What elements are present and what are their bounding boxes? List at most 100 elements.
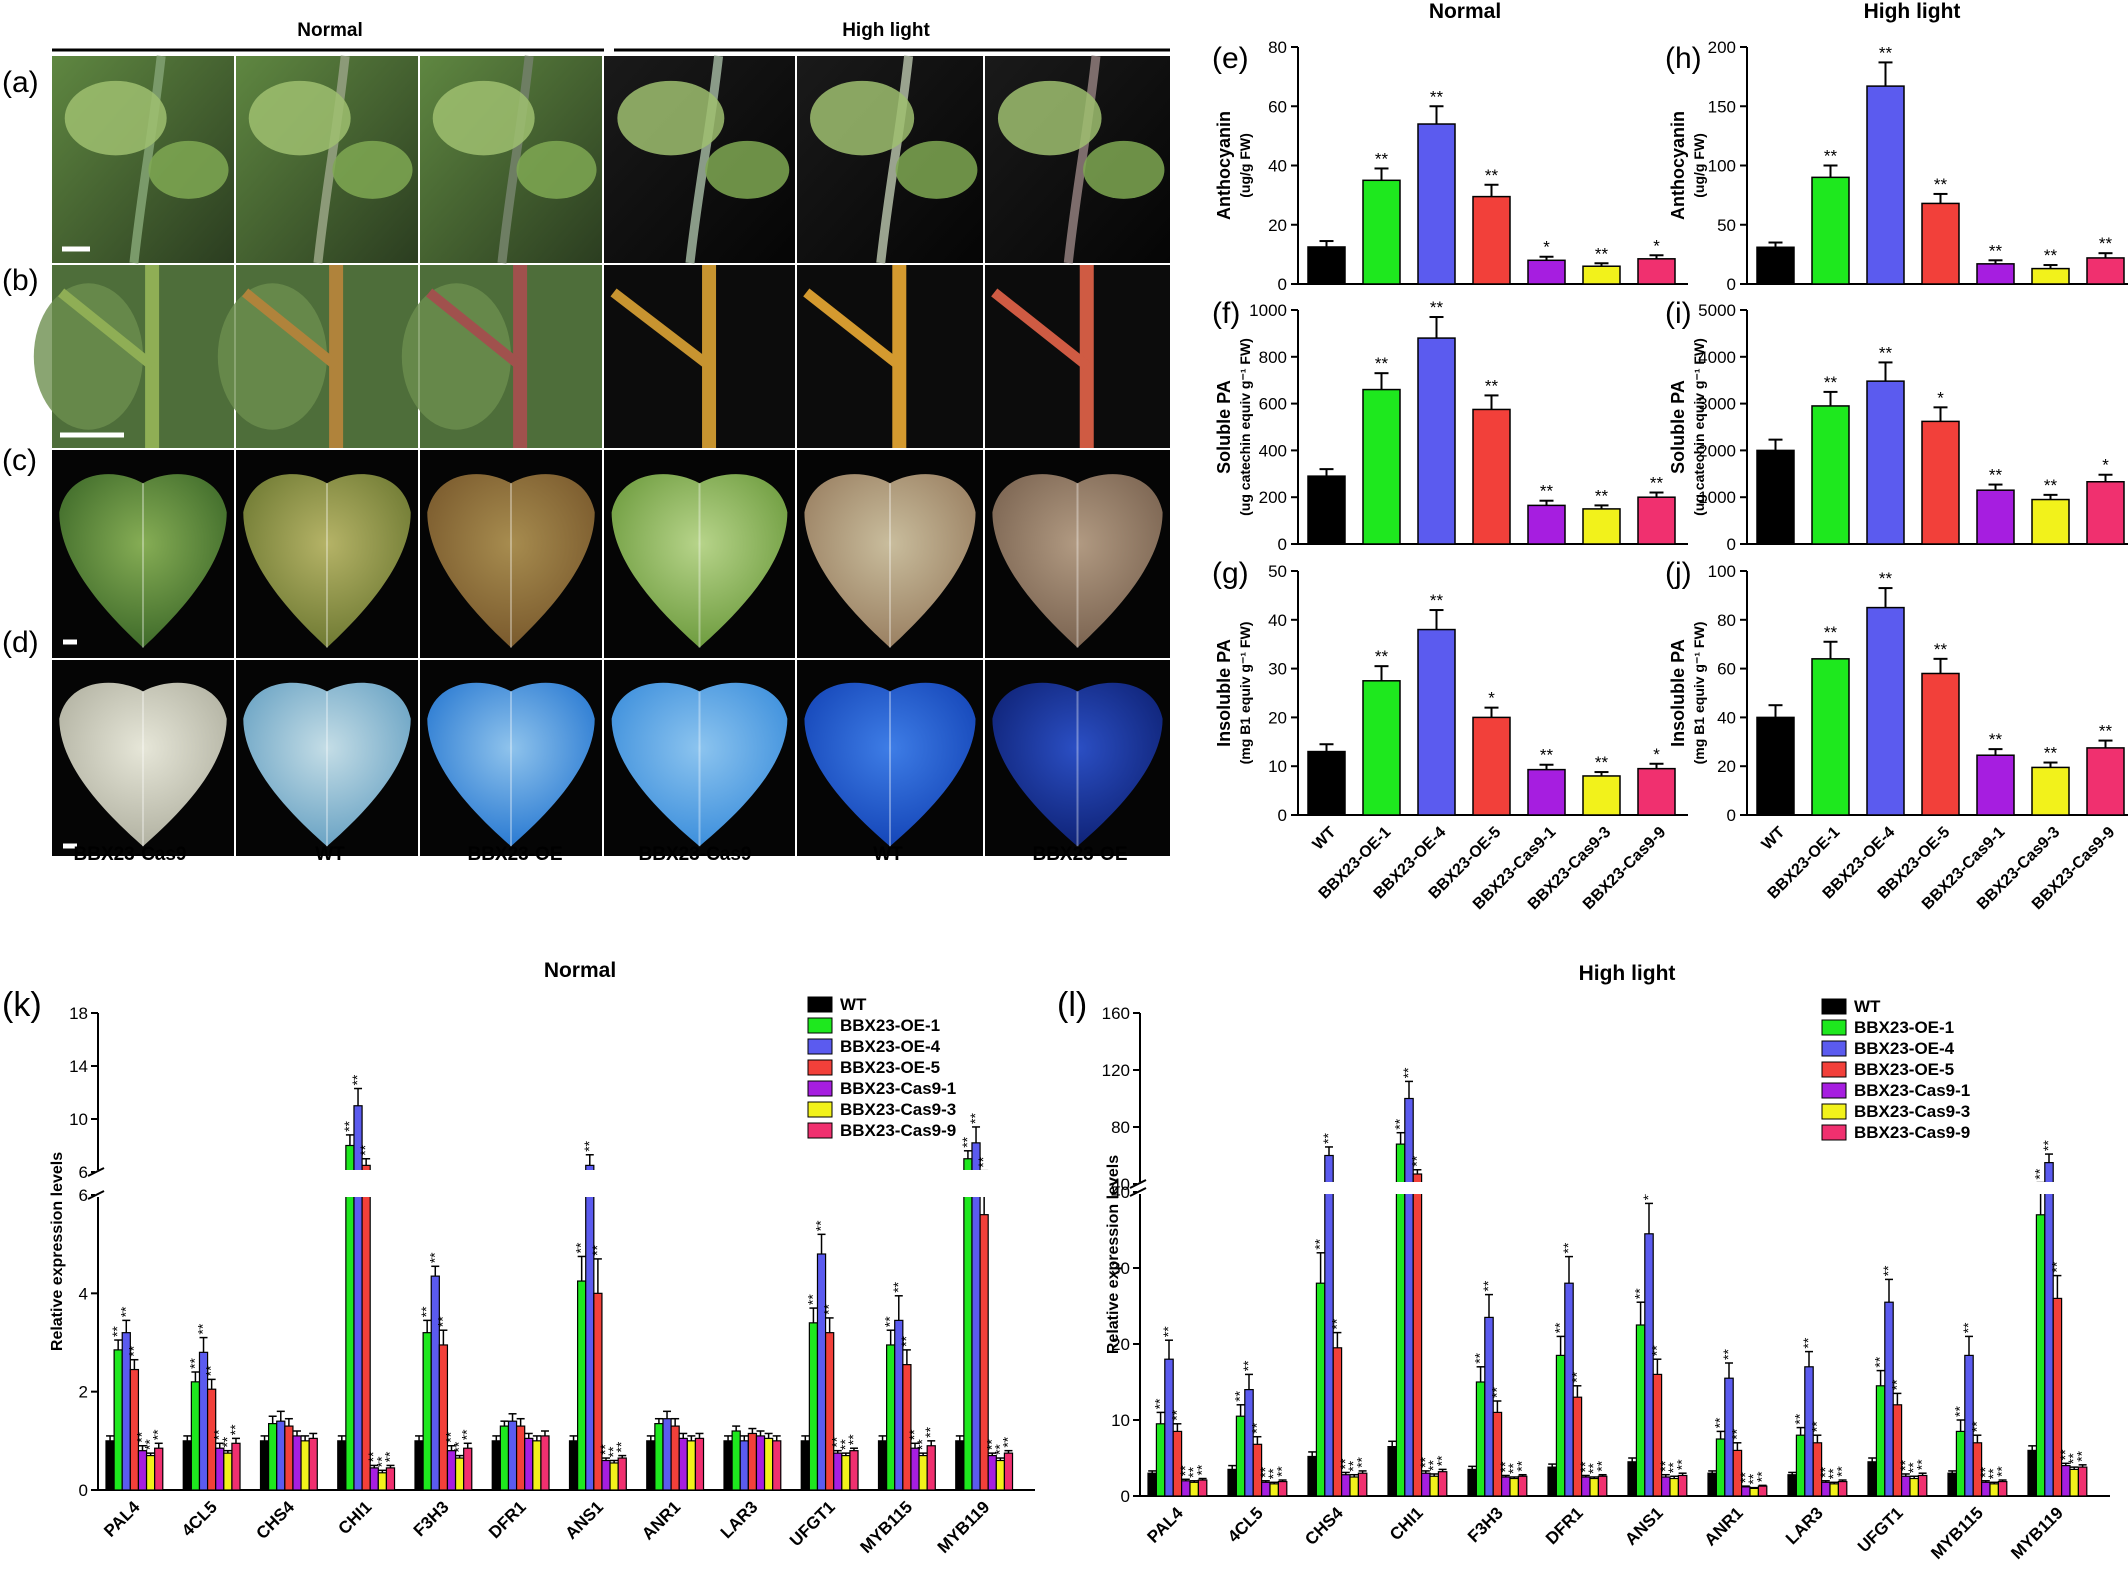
significance-label: ** <box>1650 474 1664 493</box>
bar <box>1884 1301 1894 1497</box>
bar <box>816 1253 827 1491</box>
significance-label: ** <box>2032 1168 2048 1179</box>
bar <box>1909 1477 1919 1497</box>
axis-break <box>1137 1182 2117 1194</box>
axis-break-mark <box>87 1167 105 1177</box>
bar <box>1362 388 1401 545</box>
significance-label: ** <box>1640 1189 1656 1200</box>
y-tick-label: 160 <box>1102 1004 1130 1023</box>
bar <box>568 1440 579 1491</box>
bar <box>1811 658 1850 816</box>
bar <box>1997 1480 2008 1497</box>
bar <box>1900 1475 1911 1497</box>
y-tick-label: 2 <box>79 1383 88 1402</box>
bar <box>824 1332 835 1491</box>
x-tick-label: CHI1 <box>1386 1503 1427 1544</box>
bar <box>1467 1468 1477 1497</box>
significance-label: ** <box>219 1436 235 1447</box>
bar <box>1582 265 1621 285</box>
photo-cell <box>217 265 418 448</box>
significance-label: * <box>1488 689 1495 708</box>
bar <box>308 1437 318 1491</box>
y-tick-label: 40 <box>1111 1183 1130 1202</box>
photo-cell <box>797 55 983 264</box>
leaf-shape <box>59 474 227 648</box>
significance-label: ** <box>1989 466 2003 485</box>
significance-label: ** <box>1472 1352 1488 1363</box>
bar <box>2069 1468 2079 1497</box>
significance-label: ** <box>1745 1473 1761 1484</box>
bar <box>1652 1373 1663 1497</box>
y-tick-label: 2000 <box>1698 441 1736 460</box>
panel-label: (i) <box>1665 297 1692 330</box>
bar <box>1976 489 2015 545</box>
x-tick-label: LAR3 <box>717 1497 762 1542</box>
bar <box>902 1364 912 1491</box>
bar <box>1357 1472 1368 1497</box>
bar <box>2061 1464 2071 1497</box>
bar <box>276 1420 286 1491</box>
significance-label: ** <box>2074 1450 2090 1461</box>
bar <box>800 1440 810 1491</box>
significance-label: ** <box>837 1439 853 1450</box>
significance-label: ** <box>1392 1118 1408 1129</box>
bar <box>963 1158 973 1491</box>
significance-label: ** <box>1665 1462 1681 1473</box>
leaf-shape <box>427 682 595 847</box>
significance-label: ** <box>1800 1337 1816 1348</box>
significance-label: ** <box>1425 1460 1441 1471</box>
stem-shape <box>241 288 340 370</box>
bar <box>1867 1461 1877 1497</box>
significance-label: ** <box>1632 1288 1648 1299</box>
panel-label: (h) <box>1665 42 1702 75</box>
legend-label: BBX23-OE-5 <box>840 1058 940 1077</box>
stem-shape <box>991 288 1090 370</box>
bar <box>739 1440 749 1491</box>
significance-label: ** <box>1712 1417 1728 1428</box>
bar <box>1829 1483 1839 1497</box>
bar <box>995 1459 1006 1491</box>
significance-label: ** <box>813 1220 829 1231</box>
bar <box>670 1425 680 1491</box>
bar <box>1660 1476 1671 1497</box>
significance-label: ** <box>1488 1387 1504 1398</box>
legend-label: BBX23-OE-4 <box>840 1037 941 1056</box>
bar <box>422 1332 432 1491</box>
bar <box>2052 1297 2063 1497</box>
significance-label: ** <box>1232 1390 1248 1401</box>
column-label: BBX23-Cas9 <box>74 844 187 865</box>
significance-label: ** <box>1595 753 1609 772</box>
bar <box>1307 475 1346 545</box>
legend-swatch <box>807 1017 833 1034</box>
bar <box>1837 1480 1848 1497</box>
bar <box>926 1445 936 1491</box>
bar <box>385 1467 396 1491</box>
significance-label: ** <box>975 1156 991 1167</box>
significance-label: ** <box>2099 234 2113 253</box>
y-tick-label: 6 <box>79 1163 88 1182</box>
bar <box>1756 716 1795 816</box>
bar <box>129 1368 140 1491</box>
significance-label: ** <box>1674 1459 1690 1470</box>
row-label-a: (a) <box>2 66 39 99</box>
legend-label: WT <box>1854 997 1881 1016</box>
y-tick-label: 40 <box>1111 1175 1130 1194</box>
significance-label: ** <box>999 1436 1015 1447</box>
significance-label: ** <box>1185 1466 1201 1477</box>
significance-label: ** <box>1934 640 1948 659</box>
x-tick-label: ANS1 <box>562 1497 608 1543</box>
bar <box>1420 1472 1431 1497</box>
bar <box>617 1457 627 1491</box>
significance-label: * <box>1937 388 1944 407</box>
significance-label: ** <box>1320 1133 1336 1144</box>
photo-cell <box>985 450 1170 658</box>
y-axis-label: Anthocyanin <box>1668 111 1688 220</box>
bar <box>723 1440 733 1491</box>
photo-cell <box>52 55 234 264</box>
bar <box>2077 1466 2088 1497</box>
leaf-shape <box>804 474 976 648</box>
bar <box>1866 380 1905 545</box>
stem-shape <box>876 55 914 264</box>
significance-label: ** <box>459 1429 475 1440</box>
